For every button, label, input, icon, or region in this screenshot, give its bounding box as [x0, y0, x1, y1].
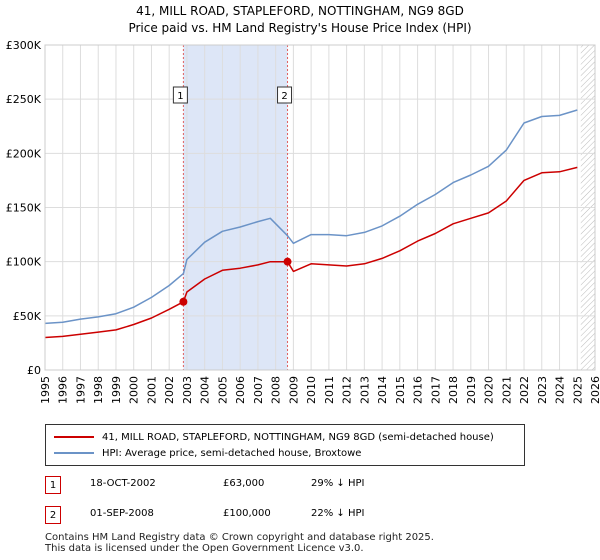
legend-line-red [54, 436, 94, 438]
legend-line-blue [54, 452, 94, 454]
sale-marker-box [172, 86, 188, 104]
x-tick-label: 1998 [92, 376, 105, 404]
x-tick-label: 2020 [483, 376, 496, 404]
y-tick-label: £0 [27, 364, 41, 377]
chart-legend: 41, MILL ROAD, STAPLEFORD, NOTTINGHAM, N… [45, 424, 525, 466]
x-tick-label: 2011 [323, 376, 336, 404]
x-tick-label: 2008 [270, 376, 283, 404]
x-tick-label: 2003 [181, 376, 194, 404]
x-tick-label: 2010 [305, 376, 318, 404]
x-tick-label: 2016 [412, 376, 425, 404]
hpi-line [44, 109, 578, 325]
sale-price: £100,000 [223, 508, 271, 519]
legend-item-hpi: HPI: Average price, semi-detached house,… [54, 445, 361, 461]
sale-hpi-diff: 29% ↓ HPI [311, 478, 365, 489]
legend-label-hpi: HPI: Average price, semi-detached house,… [102, 447, 362, 459]
x-tick-label: 2023 [536, 376, 549, 404]
x-tick-label: 2007 [252, 376, 265, 404]
sale-marker-box [277, 86, 293, 104]
sale-point [179, 297, 188, 306]
sale-badge: 1 [45, 476, 61, 494]
sale-hpi-diff: 22% ↓ HPI [311, 508, 365, 519]
x-tick-label: 2017 [429, 376, 442, 404]
sale-badge: 2 [45, 506, 61, 524]
sale-price: £63,000 [223, 478, 265, 489]
x-tick-label: 1997 [74, 376, 87, 404]
x-tick-label: 2014 [376, 376, 389, 404]
y-tick-label: £300K [6, 39, 42, 52]
y-tick-label: £150K [6, 202, 42, 215]
y-tick-label: £100K [6, 256, 42, 269]
chart-title-line2: Price paid vs. HM Land Registry's House … [128, 21, 472, 35]
sale-marker-label: 2 [281, 91, 287, 102]
y-tick-label: £250K [6, 93, 42, 106]
x-tick-label: 2009 [287, 376, 300, 404]
y-tick-label: £200K [6, 147, 42, 160]
sale-marker-label: 1 [177, 91, 183, 102]
x-tick-label: 2026 [589, 376, 600, 404]
x-tick-label: 2013 [358, 376, 371, 404]
x-tick-label: 2025 [571, 376, 584, 404]
x-tick-label: 1996 [57, 376, 70, 404]
sale-point [283, 257, 292, 266]
x-tick-label: 2022 [518, 376, 531, 404]
price-paid-line [44, 166, 578, 339]
x-tick-label: 2004 [199, 376, 212, 404]
x-tick-label: 2024 [554, 376, 567, 404]
legend-item-price-paid: 41, MILL ROAD, STAPLEFORD, NOTTINGHAM, N… [54, 429, 494, 445]
footer-licence: This data is licensed under the Open Gov… [45, 543, 364, 554]
x-tick-label: 1999 [110, 376, 123, 404]
x-tick-label: 2021 [500, 376, 513, 404]
plot-border [44, 44, 596, 371]
y-tick-label: £50K [13, 310, 42, 323]
price-chart: 1 2 £0 £50K £100K £150K £200K £250K £300K 1995 19… [6, 39, 600, 404]
x-tick-label: 2002 [163, 376, 176, 404]
x-tick-label: 2015 [394, 376, 407, 404]
x-tick-label: 2012 [341, 376, 354, 404]
sale-date: 01-SEP-2008 [90, 508, 154, 519]
x-tick-label: 1995 [39, 376, 52, 404]
x-tick-label: 2018 [447, 376, 460, 404]
legend-label-price-paid: 41, MILL ROAD, STAPLEFORD, NOTTINGHAM, N… [102, 431, 494, 443]
x-tick-label: 2005 [216, 376, 229, 404]
x-tick-label: 2001 [145, 376, 158, 404]
footer-copyright: Contains HM Land Registry data © Crown c… [45, 532, 434, 543]
x-tick-label: 2006 [234, 376, 247, 404]
x-tick-label: 2019 [465, 376, 478, 404]
x-tick-label: 2000 [128, 376, 141, 404]
chart-title-line1: 41, MILL ROAD, STAPLEFORD, NOTTINGHAM, N… [136, 4, 464, 18]
sale-date: 18-OCT-2002 [90, 478, 156, 489]
